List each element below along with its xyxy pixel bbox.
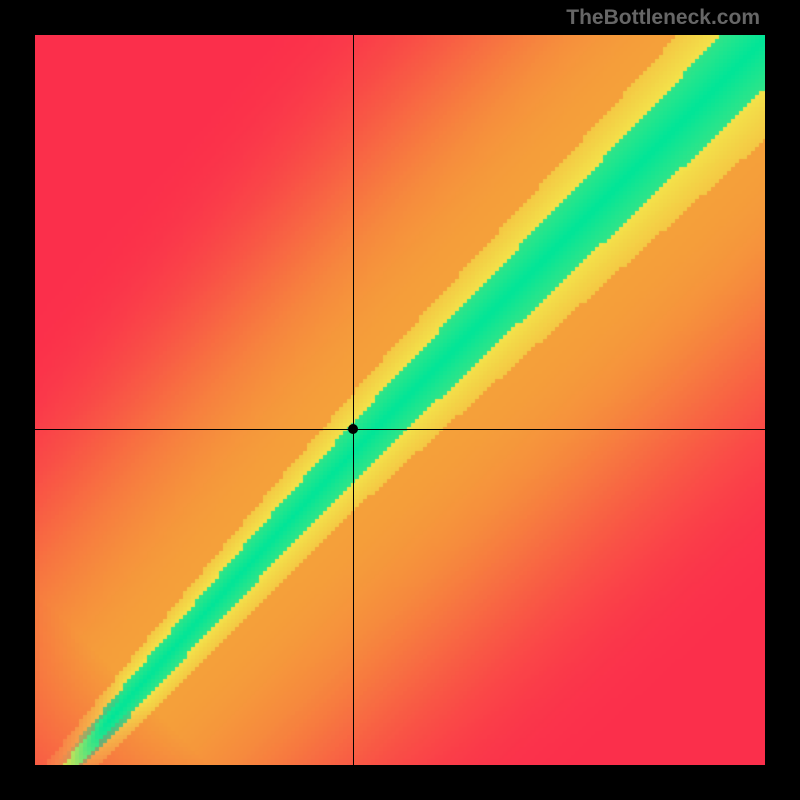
data-point-marker [348, 424, 358, 434]
crosshair-vertical [353, 35, 354, 765]
crosshair-horizontal [35, 429, 765, 430]
heatmap-canvas [35, 35, 765, 765]
watermark-text: TheBottleneck.com [566, 6, 760, 30]
plot-area [35, 35, 765, 765]
chart-container: TheBottleneck.com [0, 0, 800, 800]
